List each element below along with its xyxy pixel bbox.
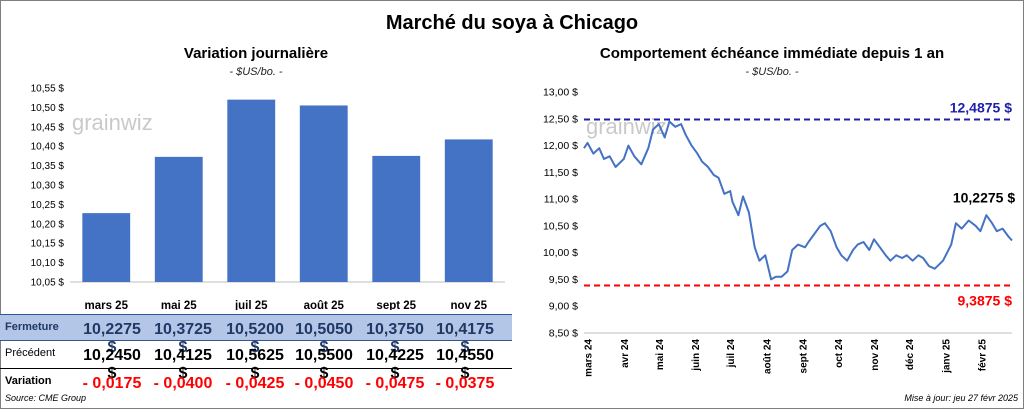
table-cell: 10,4175 $ xyxy=(436,321,494,356)
y-tick-label: 10,00 $ xyxy=(543,247,578,259)
bar xyxy=(82,213,131,282)
y-tick-label: 10,35 $ xyxy=(31,161,65,172)
x-tick-label: oct 24 xyxy=(834,339,845,368)
y-tick-label: 10,15 $ xyxy=(31,239,65,250)
x-tick-label: juil 25 xyxy=(234,300,268,310)
bar xyxy=(444,139,493,282)
y-tick-label: 10,20 $ xyxy=(31,219,65,230)
price-series-line xyxy=(583,120,1013,281)
table-cell: 10,4225 $ xyxy=(366,347,424,382)
table-cell: 10,2275 $ xyxy=(83,321,141,356)
y-tick-label: 10,45 $ xyxy=(31,122,65,133)
y-tick-label: 10,30 $ xyxy=(31,181,65,192)
table-cell: - 0,0175 xyxy=(82,375,142,392)
x-tick-label: janv 25 xyxy=(941,339,952,374)
grainwiz-watermark: grainwiz xyxy=(586,114,667,139)
bar xyxy=(372,155,421,282)
y-tick-label: 10,50 $ xyxy=(543,220,578,232)
table-cell: 10,5200 $ xyxy=(226,321,284,356)
x-tick-label: sept 24 xyxy=(799,339,810,374)
table-cell: 10,4125 $ xyxy=(154,347,212,382)
x-tick-label: avr 24 xyxy=(620,339,631,368)
table-cell: - 0,0425 xyxy=(225,375,285,392)
row-label: Fermeture xyxy=(5,321,59,333)
source-note: Source: CME Group xyxy=(5,393,87,403)
table-row-variation: Variation - 0,0175 - 0,0400 - 0,0425 - 0… xyxy=(0,368,512,394)
x-tick-label: nov 25 xyxy=(451,300,488,310)
table-row-precedent: Précédent 10,2450 $ 10,4125 $ 10,5625 $ … xyxy=(0,341,512,382)
x-tick-label: déc 24 xyxy=(905,339,916,371)
x-tick-label: mars 25 xyxy=(85,300,129,310)
table-cell: 10,5050 $ xyxy=(295,321,353,356)
table-cell: - 0,0475 xyxy=(365,375,425,392)
bar xyxy=(154,156,203,282)
y-tick-label: 12,50 $ xyxy=(543,113,578,125)
page-title: Marché du soya à Chicago xyxy=(385,12,639,34)
table-cell: 10,3750 $ xyxy=(366,321,424,356)
y-tick-label: 10,05 $ xyxy=(31,278,65,289)
y-tick-label: 11,50 $ xyxy=(544,167,578,179)
x-tick-label: juil 24 xyxy=(726,339,737,369)
left-panel-subtitle: - $US/bo. - xyxy=(229,66,283,78)
table-cell: - 0,0375 xyxy=(435,375,495,392)
y-tick-label: 10,50 $ xyxy=(31,103,65,114)
table-cell: - 0,0450 xyxy=(294,375,354,392)
x-tick-label: mai 25 xyxy=(161,300,197,310)
y-tick-label: 8,50 $ xyxy=(549,328,578,340)
table-cell: 10,2450 $ xyxy=(83,347,141,382)
table-cell: 10,5625 $ xyxy=(226,347,284,382)
y-tick-label: 9,00 $ xyxy=(549,301,578,313)
x-tick-label: juin 24 xyxy=(691,339,702,372)
right-panel-subtitle: - $US/bo. - xyxy=(745,66,799,78)
y-tick-label: 10,10 $ xyxy=(31,258,65,269)
y-tick-label: 10,55 $ xyxy=(31,84,65,95)
grainwiz-watermark: grainwiz xyxy=(72,110,153,135)
table-cell: 10,3725 $ xyxy=(154,321,212,356)
y-tick-label: 9,50 $ xyxy=(549,274,578,286)
table-row-fermeture: Fermeture 10,2275 $ 10,3725 $ 10,5200 $ … xyxy=(0,314,512,356)
x-tick-label: mai 24 xyxy=(655,339,666,371)
y-tick-label: 10,25 $ xyxy=(31,200,65,211)
x-tick-label: mars 24 xyxy=(584,339,595,377)
update-note: Mise à jour: jeu 27 févr 2025 xyxy=(904,393,1018,403)
y-tick-label: 12,00 $ xyxy=(543,140,578,152)
x-tick-label: nov 24 xyxy=(870,339,881,371)
table-cell: 10,4550 $ xyxy=(436,347,494,382)
last-price-annotation: 10,2275 $ xyxy=(953,189,1015,205)
bar xyxy=(227,99,276,282)
y-tick-label: 11,00 $ xyxy=(544,194,578,206)
table-cell: 10,5500 $ xyxy=(295,347,353,382)
table-cell: - 0,0400 xyxy=(153,375,213,392)
x-tick-label: févr 25 xyxy=(978,339,989,372)
bar-chart: grainwiz 10,05 $ 10,10 $ 10,15 $ 10,20 $ 10,… xyxy=(31,84,505,310)
line-chart: grainwiz 8,50 $ 9,00 $ 9,50 $ 10,00 $ 10,50 … xyxy=(543,87,1015,377)
high-reference-label: 12,4875 $ xyxy=(950,99,1012,115)
x-tick-label: août 24 xyxy=(762,339,773,374)
y-tick-label: 13,00 $ xyxy=(543,87,578,99)
low-reference-label: 9,3875 $ xyxy=(958,292,1013,308)
x-tick-label: août 25 xyxy=(304,300,345,310)
left-panel-title: Variation journalière xyxy=(183,45,329,62)
right-panel-title: Comportement échéance immédiate depuis 1… xyxy=(599,45,945,62)
row-label: Variation xyxy=(5,375,52,387)
y-tick-label: 10,40 $ xyxy=(31,142,65,153)
bar xyxy=(299,105,348,283)
row-label: Précédent xyxy=(5,347,56,359)
x-tick-label: sept 25 xyxy=(376,300,416,310)
